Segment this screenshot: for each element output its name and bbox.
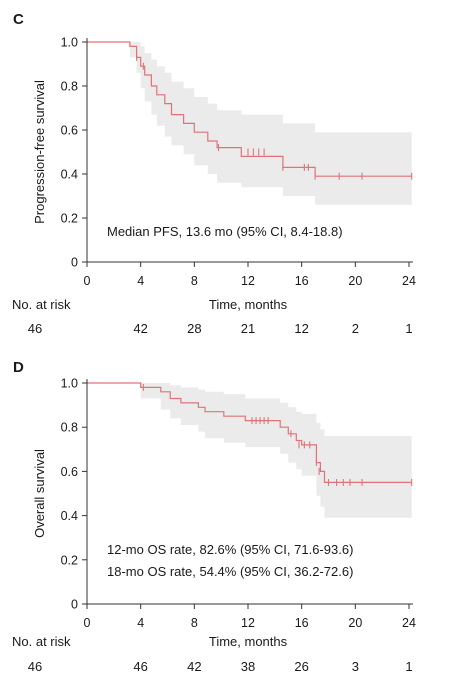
x-tick-label: 0 <box>84 274 91 288</box>
risk-count: 46 <box>28 659 42 674</box>
y-axis-label: Overall survival <box>32 449 47 538</box>
risk-count: 46 <box>133 659 147 674</box>
survival-curve <box>87 41 412 177</box>
x-tick-label: 4 <box>137 616 144 630</box>
y-tick-label: 1.0 <box>61 377 78 391</box>
annotation-text: 12-mo OS rate, 82.6% (95% CI, 71.6-93.6) <box>107 542 353 557</box>
y-tick-label: 0 <box>71 256 78 270</box>
x-tick-label: 12 <box>241 616 255 630</box>
risk-count: 2 <box>352 321 359 336</box>
risk-count: 21 <box>241 321 255 336</box>
x-tick-label: 20 <box>348 616 362 630</box>
panel-label: D <box>13 359 24 376</box>
panel-label: C <box>13 11 24 28</box>
y-axis-label: Progression-free survival <box>32 80 47 224</box>
y-tick-label: 0.4 <box>61 509 78 523</box>
y-tick-label: 0.2 <box>61 212 78 226</box>
annotation-text: Median PFS, 13.6 mo (95% CI, 8.4-18.8) <box>107 224 343 239</box>
risk-count: 1 <box>405 321 412 336</box>
risk-table-label: No. at risk <box>12 297 71 312</box>
x-tick-label: 20 <box>348 274 362 288</box>
x-tick-label: 12 <box>241 274 255 288</box>
pfs-panel: C 0 0.2 0.4 0.6 0.8 1.0 0 4 8 12 16 20 24 Progression… <box>12 11 416 336</box>
x-tick-label: 4 <box>137 274 144 288</box>
annotation-text: 18-mo OS rate, 54.4% (95% CI, 36.2-72.6) <box>107 564 353 579</box>
risk-table-label: No. at risk <box>12 634 71 649</box>
risk-count: 46 <box>28 321 42 336</box>
risk-count: 12 <box>294 321 308 336</box>
confidence-band <box>87 42 412 205</box>
y-tick-label: 0.8 <box>61 421 78 435</box>
risk-count: 38 <box>241 659 255 674</box>
risk-count: 1 <box>405 659 412 674</box>
x-tick-label: 8 <box>191 616 198 630</box>
risk-count: 42 <box>133 321 147 336</box>
y-tick-label: 0 <box>71 598 78 612</box>
risk-count: 28 <box>187 321 201 336</box>
x-tick-label: 0 <box>84 616 91 630</box>
y-tick-label: 0.6 <box>61 465 78 479</box>
x-axis-label: Time, months <box>209 297 288 312</box>
confidence-band <box>87 383 412 518</box>
risk-count: 42 <box>187 659 201 674</box>
os-chart: D 0 0.2 0.4 0.6 0.8 1.0 0 4 8 12 16 20 24 Overall sur… <box>12 359 416 674</box>
x-tick-label: 8 <box>191 274 198 288</box>
x-tick-label: 16 <box>295 616 309 630</box>
y-tick-label: 0.6 <box>61 124 78 138</box>
y-tick-label: 0.2 <box>61 553 78 567</box>
risk-count: 3 <box>352 659 359 674</box>
y-tick-label: 0.8 <box>61 80 78 94</box>
y-tick-label: 0.4 <box>61 168 78 182</box>
os-panel: D 0 0.2 0.4 0.6 0.8 1.0 0 4 8 12 16 20 24 Overall sur… <box>0 348 468 696</box>
x-tick-label: 24 <box>402 616 416 630</box>
x-tick-label: 24 <box>402 274 416 288</box>
x-tick-label: 16 <box>295 274 309 288</box>
y-tick-label: 1.0 <box>61 36 78 50</box>
x-axis-label: Time, months <box>209 634 288 649</box>
pfs-chart: C 00.20.40.60.81.00 4 8 12 16 20 24Progression… <box>12 11 416 336</box>
risk-count: 26 <box>294 659 308 674</box>
